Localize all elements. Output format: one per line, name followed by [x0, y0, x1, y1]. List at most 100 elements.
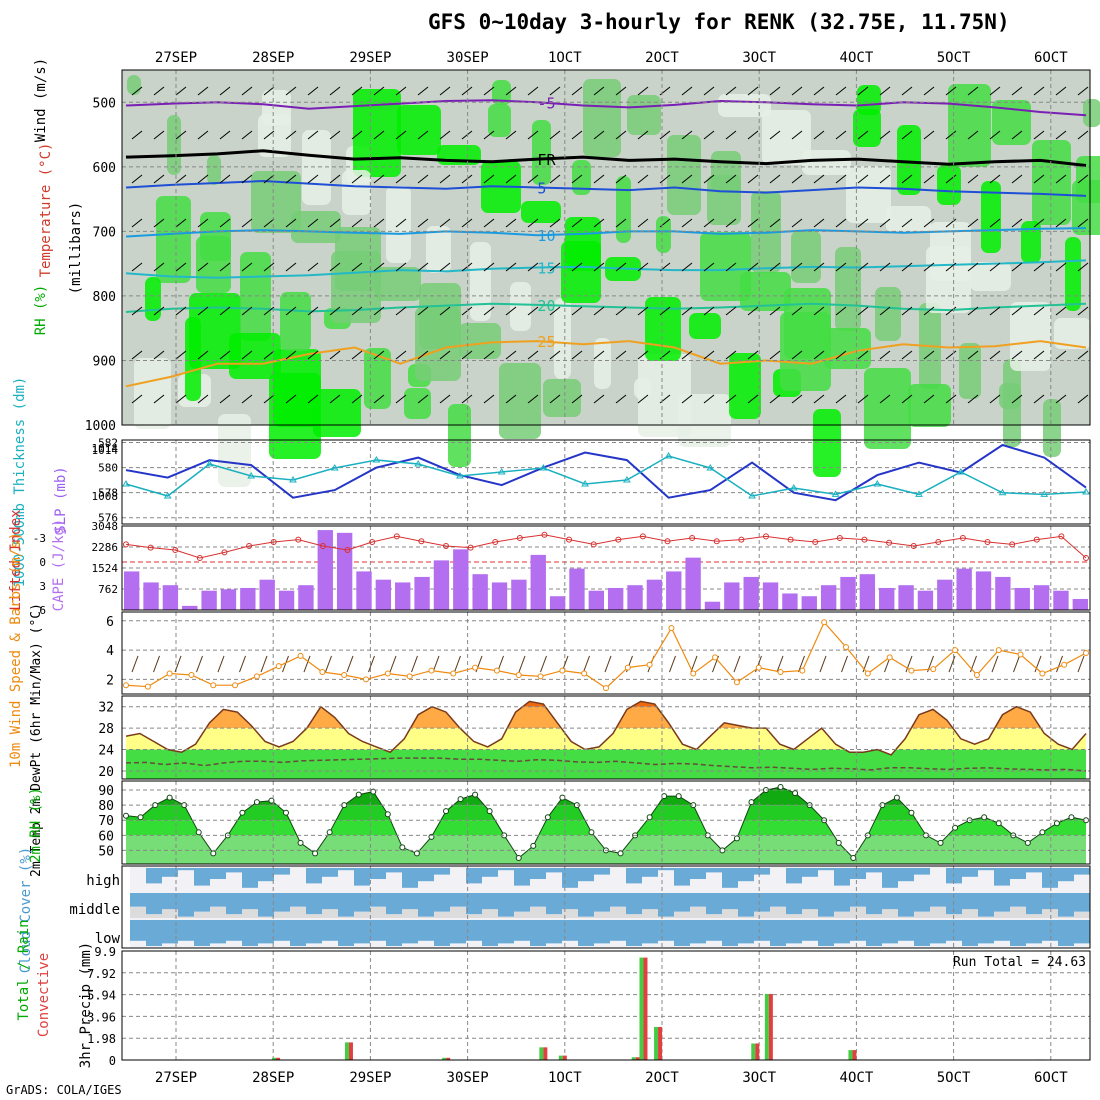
cloud-cover-bar: [306, 920, 322, 944]
wind-barb: [571, 218, 583, 228]
wind-barb: [879, 174, 891, 184]
wind-barb: [373, 350, 385, 360]
wind-barb: [769, 394, 781, 404]
rh-cell: [824, 328, 871, 369]
wind-barb: [439, 350, 451, 360]
wind-barb: [879, 218, 891, 228]
cloud-cover-bar: [290, 906, 306, 918]
rh-marker: [893, 794, 900, 801]
precip-tick-label: 1.98: [87, 1032, 116, 1046]
wind-barb: [285, 262, 297, 272]
temp-tick-label: 20: [98, 765, 114, 780]
slp-marker: [205, 460, 214, 467]
wind-barb: [395, 350, 407, 360]
li-marker: [1033, 536, 1040, 543]
cloud-cover-bar: [882, 909, 898, 918]
surface-wind-barb: [303, 655, 311, 673]
cloud-cover-bar: [290, 920, 306, 946]
cloud-cover-bar: [562, 920, 578, 941]
slp-marker: [831, 490, 840, 497]
li-marker: [787, 536, 794, 543]
surface-wind-barb: [411, 655, 418, 673]
thickness-line: [125, 443, 1087, 502]
wind-barb: [615, 262, 627, 272]
cape-bar: [666, 571, 682, 610]
rh-cell: [492, 80, 511, 105]
wind-barb: [351, 350, 363, 360]
wind-barb: [835, 350, 847, 360]
cape-bar: [898, 585, 914, 610]
wind-barb: [901, 262, 913, 272]
cloud-cover-bar: [226, 920, 242, 941]
cape-bar: [917, 590, 934, 610]
cloud-cover-bar: [914, 920, 930, 946]
cloud-cover-bar: [962, 909, 978, 918]
cloud-cover-bar: [834, 920, 850, 944]
wind-barb: [549, 394, 561, 404]
rh-cell: [718, 94, 771, 117]
wind-barb: [1011, 262, 1023, 272]
rh-cell: [280, 292, 311, 351]
wind-barb: [153, 262, 165, 272]
wind-barb: [483, 350, 495, 360]
wind-barb: [549, 174, 561, 184]
wind-barb: [901, 350, 913, 360]
cloud-cover-bar: [530, 868, 546, 879]
cape-bar: [608, 587, 624, 610]
cloud-cover-bar: [402, 909, 418, 918]
cloud-cover-bar: [1058, 916, 1074, 918]
li-tick-label: 3: [39, 580, 46, 593]
thickness-tick-label: 576: [98, 512, 118, 525]
wind-barb: [703, 218, 715, 228]
dewpoint-line: [125, 757, 1087, 772]
cloud-cover-bar: [1010, 920, 1026, 946]
cape-bar: [840, 576, 856, 610]
thickness-tick-label: 580: [98, 462, 118, 475]
cloud-cover-bar: [1042, 868, 1058, 888]
wind-barb: [945, 130, 957, 140]
wind-barb: [461, 394, 473, 404]
wind-barb: [351, 306, 363, 316]
slp-tick-label: 1008: [92, 490, 119, 503]
rh-cell: [813, 409, 841, 477]
rh-cell: [167, 115, 181, 175]
wind-barb: [373, 218, 385, 228]
rh-marker: [283, 809, 289, 816]
axis-label-precip: 3hr Precip (mm): [78, 942, 94, 1068]
cloud-cover-bar: [610, 920, 626, 941]
wind-barb: [879, 350, 891, 360]
cloud-cover-bar: [674, 920, 690, 946]
wind-barb: [1077, 394, 1089, 404]
slp-marker: [664, 452, 673, 459]
cape-bar: [453, 549, 469, 610]
rh-cell: [740, 272, 791, 311]
wind-speed-marker: [253, 673, 260, 680]
cloud-cover-bar: [834, 868, 850, 886]
wind-barb: [307, 174, 319, 184]
rh-cell: [397, 105, 441, 155]
wind-barb: [483, 218, 495, 228]
axis-label-rh: 2m RH (%): [28, 787, 44, 863]
wind-speed-marker: [1083, 650, 1089, 656]
wind-speed-marker: [799, 667, 806, 674]
li-marker: [1058, 533, 1065, 540]
wind-speed-marker: [777, 669, 784, 676]
cloud-cover-bar: [322, 893, 338, 910]
rh-cell: [426, 226, 451, 273]
wind-barb: [549, 130, 561, 140]
wind-barb: [637, 350, 649, 360]
run-total-annotation: Run Total = 24.63: [953, 955, 1086, 970]
cloud-cover-bar: [770, 920, 786, 946]
wind-barb: [439, 86, 451, 96]
precip-bar-total: [764, 993, 769, 1060]
wind-speed-marker: [886, 654, 893, 661]
wind-barb: [637, 262, 649, 272]
rh-cell: [627, 95, 661, 135]
slp-marker: [122, 480, 130, 487]
cloud-cover-bar: [802, 909, 818, 918]
rh-cell: [561, 241, 601, 303]
li-marker: [664, 538, 671, 545]
li-marker: [246, 543, 253, 549]
wind-barb: [197, 130, 209, 140]
cape-bar: [685, 557, 701, 610]
